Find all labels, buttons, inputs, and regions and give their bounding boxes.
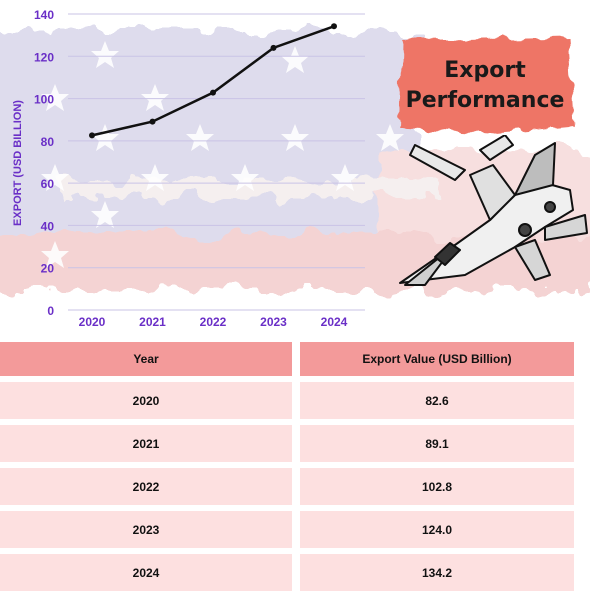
y-tick-label: 40	[41, 219, 55, 233]
cell-export-value: 124.0	[300, 511, 574, 548]
cell-export-value: 89.1	[300, 425, 574, 462]
y-axis-ticks: 0 20 40 60 80 100 120 140	[34, 8, 54, 318]
column-header-year: Year	[0, 342, 292, 376]
data-point	[149, 118, 156, 125]
data-point	[270, 44, 277, 51]
column-header-export-value: Export Value (USD Billion)	[300, 342, 574, 376]
table-row: 2021 89.1	[0, 425, 574, 462]
cell-export-value: 82.6	[300, 382, 574, 419]
y-tick-label: 120	[34, 50, 54, 64]
x-tick-label: 2020	[79, 315, 106, 329]
cell-export-value: 102.8	[300, 468, 574, 505]
x-tick-label: 2023	[260, 315, 287, 329]
table-row: 2024 134.2	[0, 554, 574, 591]
data-point	[210, 89, 216, 96]
data-table: Year Export Value (USD Billion) 2020 82.…	[0, 336, 582, 597]
y-tick-label: 100	[34, 93, 54, 107]
y-tick-label: 0	[47, 304, 54, 318]
stars-decoration	[41, 41, 404, 268]
y-tick-label: 80	[41, 135, 55, 149]
y-tick-label: 140	[34, 8, 54, 22]
badge-shape	[400, 36, 574, 134]
chart-area: 0 20 40 60 80 100 120 140 2020 2021 2022 2023 2024 …	[0, 8, 590, 329]
x-tick-label: 2021	[139, 315, 166, 329]
y-axis-label: EXPORT (USD BILLION)	[12, 100, 24, 226]
data-point	[89, 132, 95, 139]
cell-year: 2020	[0, 382, 292, 419]
data-point	[331, 23, 337, 30]
cell-year: 2024	[0, 554, 292, 591]
table-row: 2020 82.6	[0, 382, 574, 419]
cell-year: 2022	[0, 468, 292, 505]
series-line-path	[91, 25, 335, 137]
x-tick-label: 2024	[321, 315, 348, 329]
fighter-jet-illustration	[399, 135, 588, 286]
cell-export-value: 134.2	[300, 554, 574, 591]
x-axis-ticks: 2020 2021 2022 2023 2024	[79, 315, 348, 329]
table-header-row: Year Export Value (USD Billion)	[0, 342, 574, 376]
cell-year: 2021	[0, 425, 292, 462]
y-tick-label: 20	[41, 262, 55, 276]
table-row: 2022 102.8	[0, 468, 574, 505]
badge-title-line2: Performance	[405, 88, 565, 113]
y-tick-label: 60	[41, 177, 55, 191]
cell-year: 2023	[0, 511, 292, 548]
x-tick-label: 2022	[200, 315, 227, 329]
series-line	[89, 23, 337, 139]
title-badge: Export Performance	[390, 30, 580, 140]
gridlines	[68, 13, 365, 311]
table-row: 2023 124.0	[0, 511, 574, 548]
badge-title-line1: Export	[444, 58, 526, 83]
